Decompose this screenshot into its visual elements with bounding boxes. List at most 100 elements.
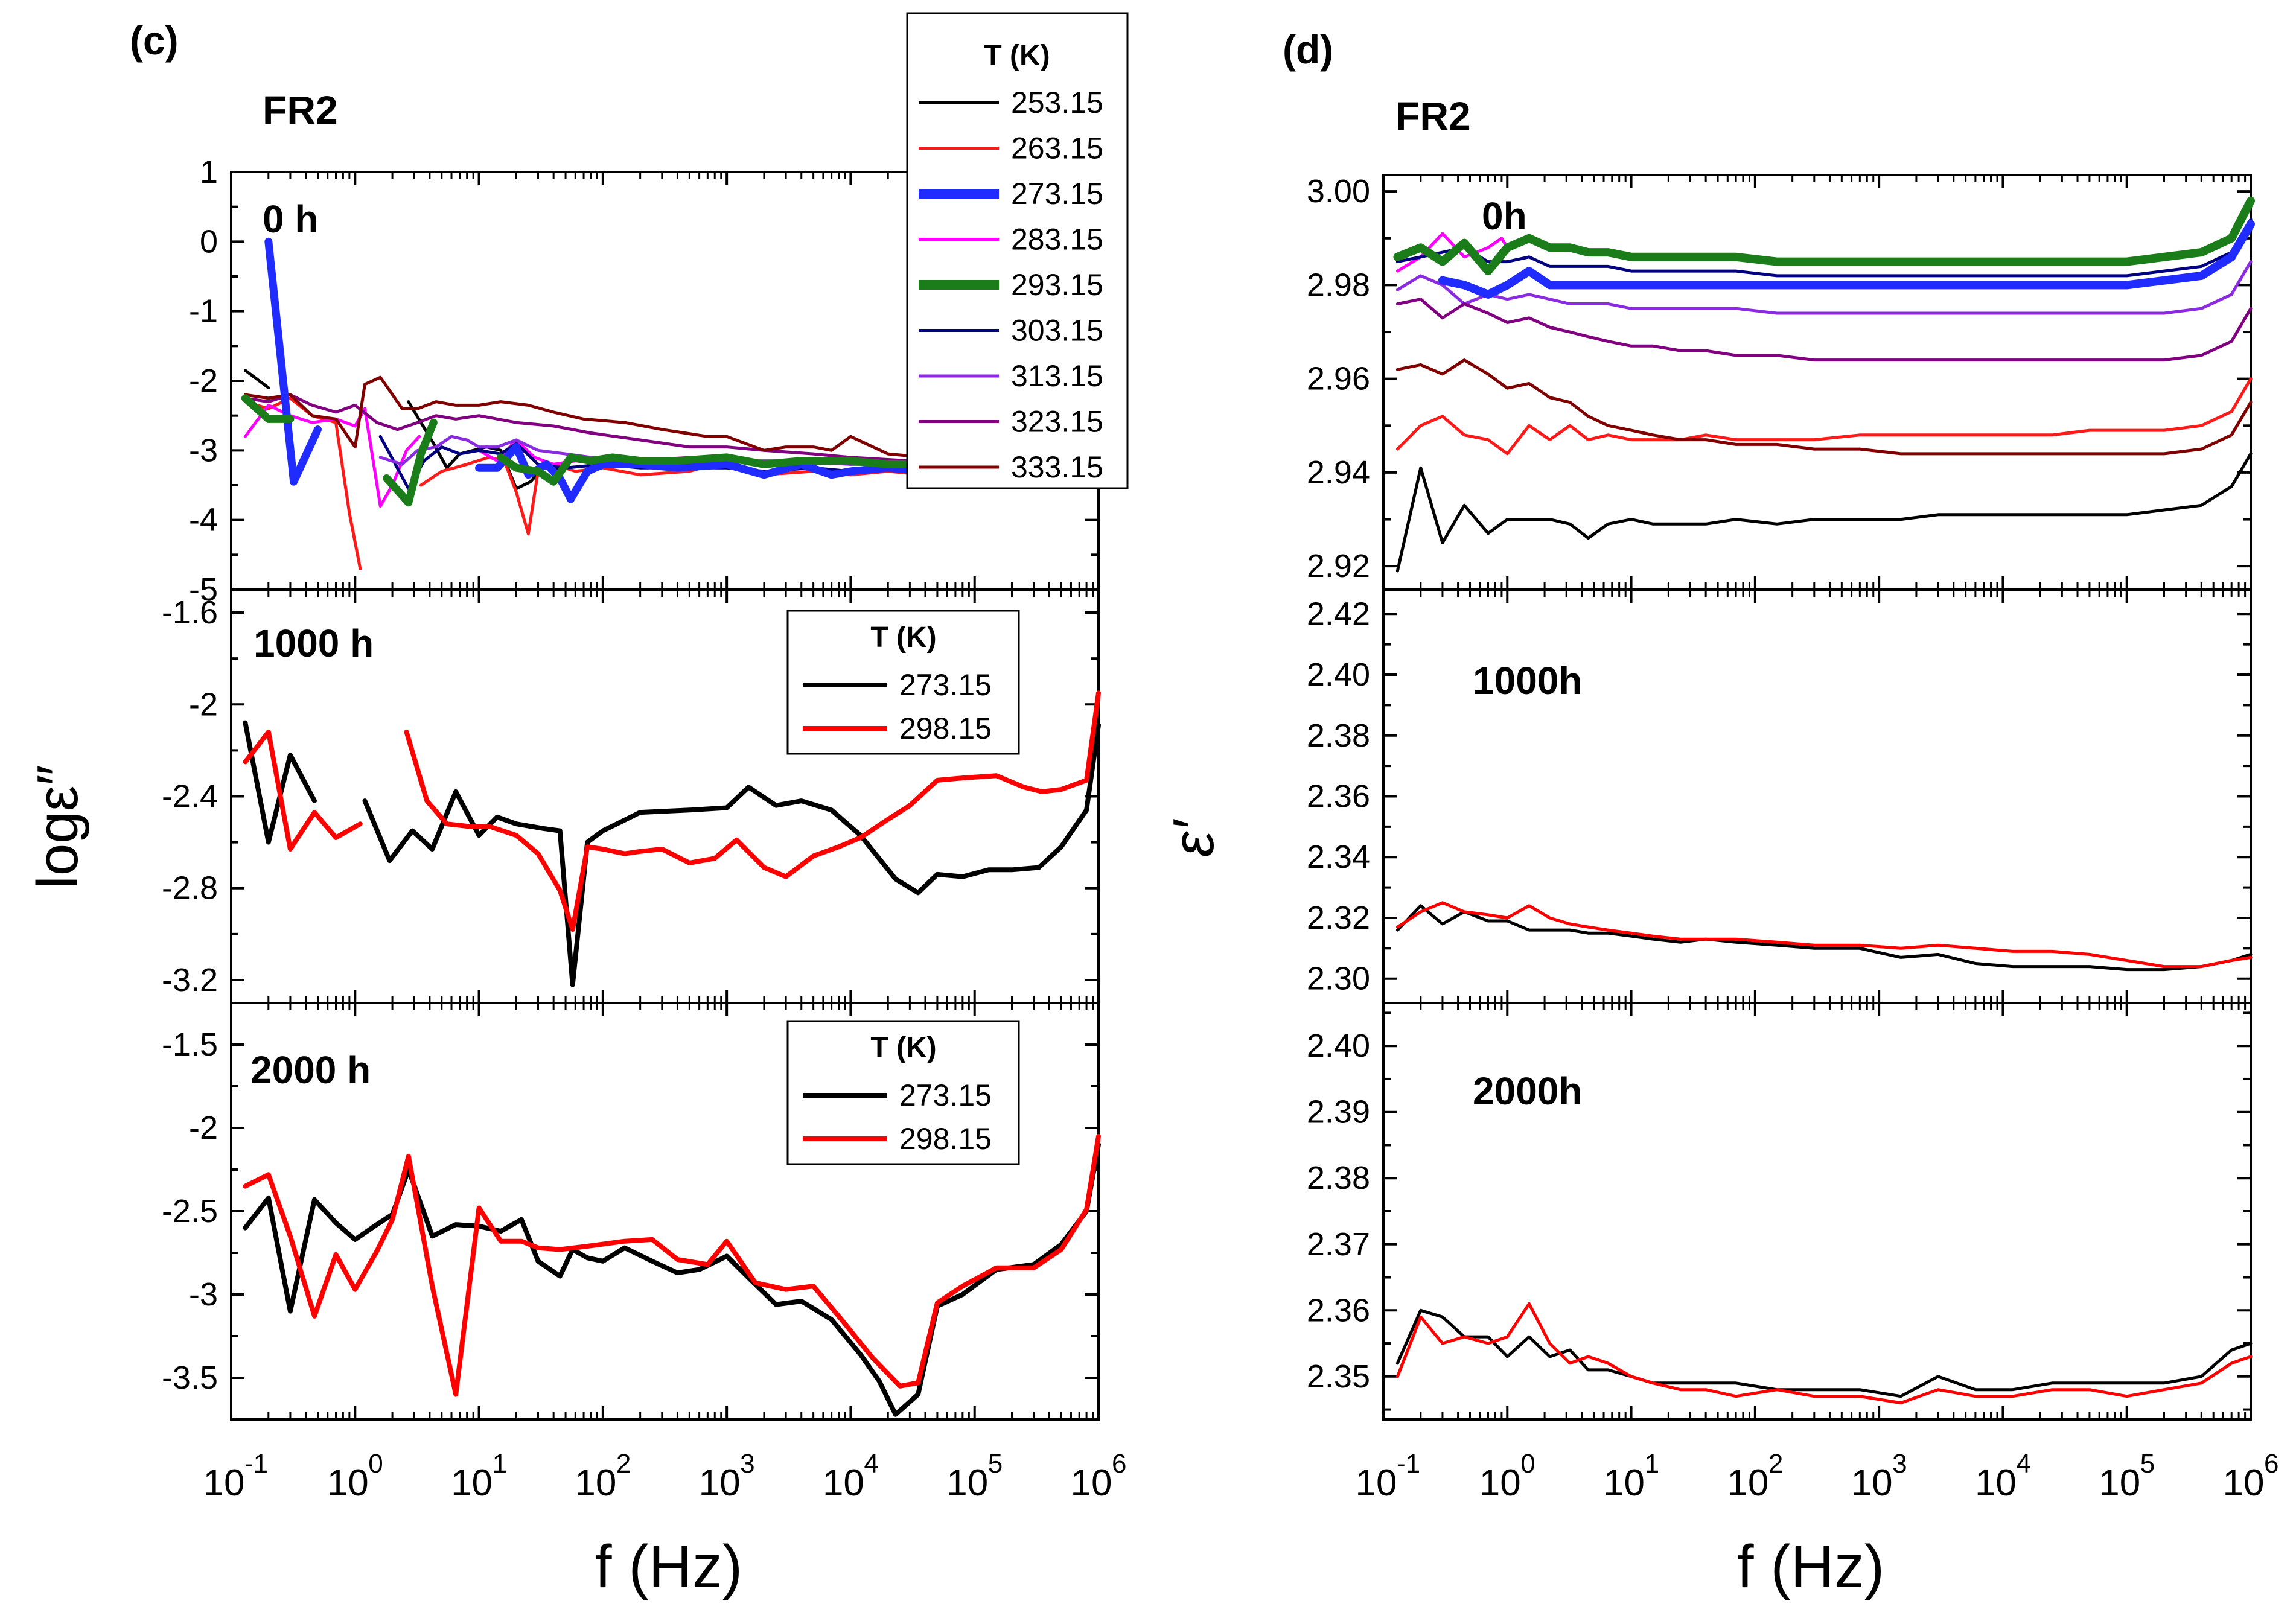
y-tick-label: -2 — [189, 686, 218, 722]
x-tick-label: 10 — [699, 1462, 741, 1504]
y-tick-label: -2.4 — [162, 779, 218, 815]
x-tick-exponent: 4 — [864, 1449, 878, 1479]
series-line-333-15 — [243, 375, 1013, 466]
x-tick-exponent: 0 — [1520, 1449, 1535, 1479]
x-tick-label: 10 — [946, 1462, 988, 1504]
sample-name-d: FR2 — [1395, 94, 1471, 138]
x-tick-label: 10 — [1071, 1462, 1112, 1504]
x-tick-label: 10 — [1603, 1462, 1645, 1504]
plot-d-0h: 3.00 2.98 2.96 2.94 2.92 0h — [1307, 173, 2255, 591]
y-tick-label: 2.40 — [1307, 657, 1370, 693]
y-tick-label: -5 — [189, 572, 218, 608]
series-line-253-15 — [1395, 452, 2253, 573]
x-tick-exponent: 5 — [988, 1449, 1003, 1479]
x-tick-label: 10 — [1975, 1462, 2017, 1504]
legend-label: 273.15 — [1011, 177, 1103, 211]
legend-label: 323.15 — [1011, 405, 1103, 439]
y-tick-label: -2.8 — [162, 870, 218, 906]
x-tick-exponent: -1 — [244, 1449, 268, 1479]
y-tick-label: -2 — [189, 363, 218, 399]
series-line-293-15 — [383, 418, 438, 507]
y-tick-label: 2.40 — [1307, 1028, 1370, 1064]
plot-c-1000h: -1.6 -2 -2.4 -2.8 -3.2 1000 h — [162, 588, 1101, 1004]
x-tick-labels-d: 10 -1 10 0 10 1 10 2 10 3 10 4 10 5 10 6 — [1356, 1449, 2279, 1504]
y-tick-label: 2.96 — [1307, 361, 1370, 397]
series-line-333-15 — [1395, 358, 2253, 456]
plot-d-1000h: 2.42 2.40 2.38 2.36 2.34 2.32 2.30 1000h — [1307, 588, 2253, 1004]
legend-label: 298.15 — [899, 712, 992, 745]
y-tick-label: -1.5 — [162, 1027, 218, 1063]
series-line-273-15 — [1395, 904, 2253, 972]
y-tick-label: 2.32 — [1307, 900, 1370, 936]
series-line-303-15 — [1395, 218, 2253, 278]
legend-2000h: T (K) 273.15 298.15 — [786, 1020, 1020, 1165]
y-tick-label: -2 — [189, 1110, 218, 1146]
legend-1000h-title: T (K) — [870, 622, 936, 654]
series-line-298-15 — [1395, 901, 2253, 969]
legend-label: 273.15 — [899, 668, 992, 702]
x-tick-exponent: 1 — [493, 1449, 507, 1479]
legend-2000h-title: T (K) — [870, 1032, 936, 1064]
time-annotation: 2000h — [1473, 1069, 1582, 1113]
x-axis-label-c: f (Hz) — [595, 1533, 742, 1600]
x-tick-exponent: 4 — [2016, 1449, 2030, 1479]
y-tick-label: -4 — [189, 502, 218, 538]
series-line-293-15 — [1393, 196, 2255, 276]
plot-c-2000h: -1.5 -2 -2.5 -3 -3.5 2000 h — [162, 1002, 1101, 1421]
series-line-323-15 — [1395, 298, 2253, 362]
y-tick-label: 2.30 — [1307, 961, 1370, 997]
panel-label-d: (d) — [1283, 27, 1333, 72]
x-tick-label: 10 — [575, 1462, 616, 1504]
x-tick-exponent: 2 — [1768, 1449, 1783, 1479]
y-tick-label: 2.36 — [1307, 1292, 1370, 1328]
y-tick-label: 2.34 — [1307, 839, 1370, 875]
legend-main: T (K) 253.15 263.15 273.15 283.15 293.15 303.… — [906, 12, 1129, 489]
y-tick-label: 2.38 — [1307, 1160, 1370, 1196]
y-tick-label: -3.2 — [162, 962, 218, 998]
y-tick-label: 3.00 — [1307, 173, 1370, 209]
series-line-323-15 — [243, 393, 1013, 466]
legend-label: 273.15 — [899, 1078, 992, 1112]
series-line-253-15 — [407, 400, 562, 491]
x-axis-label-d: f (Hz) — [1737, 1533, 1884, 1600]
plot-d-2000h: 2.40 2.39 2.38 2.37 2.36 2.35 2000h — [1307, 1002, 2253, 1421]
x-tick-label: 10 — [823, 1462, 864, 1504]
legend-label: 293.15 — [1011, 268, 1103, 302]
x-tick-label: 10 — [1851, 1462, 1893, 1504]
x-tick-exponent: 3 — [1892, 1449, 1907, 1479]
y-tick-label: -1.6 — [162, 594, 218, 631]
y-tick-label: -1 — [189, 293, 218, 330]
x-tick-label: 10 — [203, 1462, 245, 1504]
y-tick-label: 1 — [200, 154, 218, 190]
legend-label: 298.15 — [899, 1122, 992, 1156]
time-annotation: 1000 h — [254, 622, 374, 665]
panel-label-c: (c) — [130, 18, 179, 63]
y-tick-label: 2.94 — [1307, 454, 1370, 491]
legend-label: 283.15 — [1011, 223, 1103, 256]
x-tick-exponent: 0 — [368, 1449, 383, 1479]
y-tick-label: 2.42 — [1307, 596, 1370, 632]
series-line-273-15 — [362, 722, 1101, 987]
series-line-273-15 — [1395, 1308, 2253, 1398]
series-line-273-15 — [264, 237, 322, 486]
y-tick-label: 2.39 — [1307, 1094, 1370, 1130]
series-line-263-15 — [1395, 377, 2253, 456]
legend-label: 313.15 — [1011, 359, 1103, 393]
x-tick-label: 10 — [1479, 1462, 1521, 1504]
y-tick-label: 2.38 — [1307, 718, 1370, 754]
series-line-298-15 — [243, 729, 363, 852]
y-tick-label: -3.5 — [162, 1360, 218, 1396]
x-tick-label: 10 — [2099, 1462, 2140, 1504]
legend-label: 333.15 — [1011, 450, 1103, 484]
y-axis-label-d: ε′ — [1161, 819, 1226, 857]
x-tick-exponent: 5 — [2140, 1449, 2155, 1479]
x-tick-exponent: 3 — [740, 1449, 754, 1479]
y-axis-label-c: logε″ — [25, 765, 90, 889]
legend-main-title: T (K) — [984, 40, 1050, 72]
time-annotation: 1000h — [1473, 659, 1582, 702]
y-tick-label: -2.5 — [162, 1193, 218, 1229]
series-line-298-15 — [404, 690, 1101, 932]
x-tick-label: 10 — [451, 1462, 493, 1504]
legend-label: 303.15 — [1011, 314, 1103, 348]
